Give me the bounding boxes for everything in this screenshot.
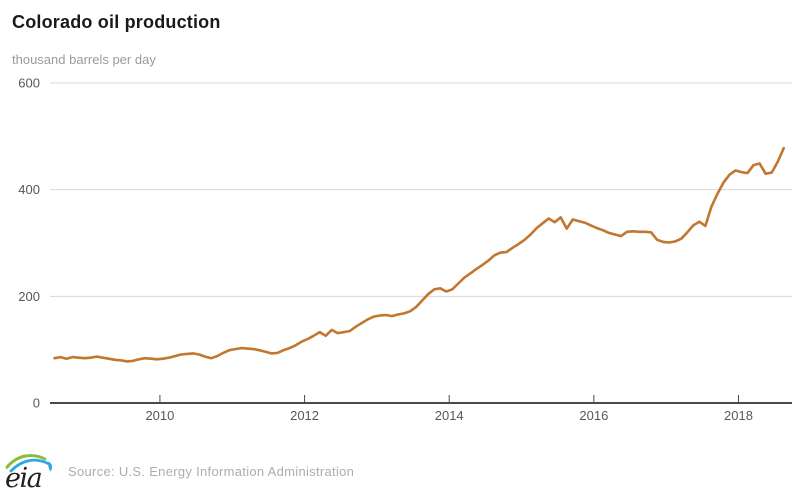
x-tick-label-2010: 2010 bbox=[145, 408, 174, 423]
eia-logo-green-swoosh bbox=[5, 454, 47, 469]
eia-logo-blue-drop bbox=[48, 461, 53, 472]
x-tick-label-2014: 2014 bbox=[435, 408, 464, 423]
chart-title: Colorado oil production bbox=[12, 12, 221, 32]
chart-units-label: thousand barrels per day bbox=[12, 52, 156, 67]
production-data-line bbox=[53, 146, 786, 363]
x-tick-label-2012: 2012 bbox=[290, 408, 319, 423]
x-tick-label-2016: 2016 bbox=[579, 408, 608, 423]
y-tick-label-600: 600 bbox=[18, 76, 40, 91]
x-tick-label-2018: 2018 bbox=[724, 408, 753, 423]
eia-logo-blue-swoosh bbox=[9, 458, 50, 473]
eia-logo-text: eia bbox=[5, 463, 42, 493]
chart-footer: eia Source: U.S. Energy Information Admi… bbox=[4, 447, 796, 495]
eia-logo: eia bbox=[5, 454, 53, 493]
y-tick-label-200: 200 bbox=[18, 289, 40, 304]
source-attribution: Source: U.S. Energy Information Administ… bbox=[68, 463, 355, 479]
plot-area: 0 200 400 600 2010 2012 2014 2016 2018 bbox=[18, 76, 792, 423]
y-tick-label-400: 400 bbox=[18, 182, 40, 197]
y-tick-label-0: 0 bbox=[33, 396, 40, 411]
